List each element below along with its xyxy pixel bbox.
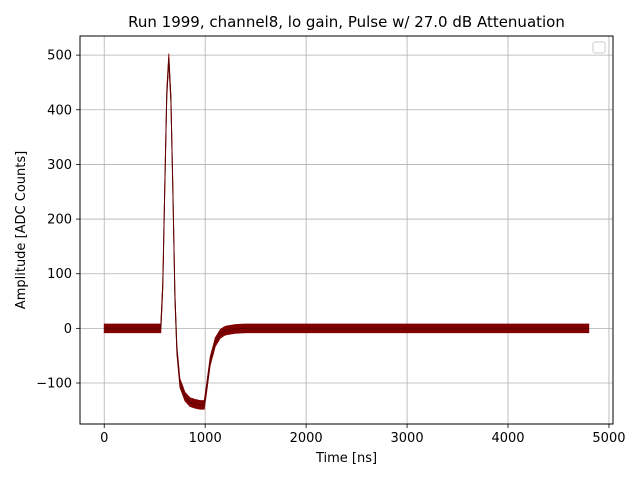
y-tick-label: 100 — [47, 267, 72, 282]
ticks: 0 1000 2000 3000 4000 5000 −100 0 100 200 300 400 50… — [36, 49, 625, 446]
x-tick-label: 3000 — [391, 431, 424, 446]
y-tick-label: 400 — [47, 103, 72, 118]
series-band-0 — [103, 53, 590, 410]
y-tick-label: −100 — [36, 377, 72, 392]
x-axis-label: Time [ns] — [315, 451, 377, 466]
x-tick-label: 2000 — [290, 431, 323, 446]
y-tick-label: 500 — [47, 49, 72, 64]
plot-frame — [79, 35, 614, 425]
grid — [80, 36, 613, 424]
x-tick-label: 1000 — [189, 431, 222, 446]
chart-title: Run 1999, channel8, lo gain, Pulse w/ 27… — [128, 13, 565, 31]
x-tick-label: 5000 — [592, 431, 625, 446]
x-tick-label: 0 — [100, 431, 108, 446]
y-axis-label: Amplitude [ADC Counts] — [14, 151, 29, 309]
x-tick-label: 4000 — [491, 431, 524, 446]
legend-box — [592, 41, 606, 54]
y-tick-label: 300 — [47, 158, 72, 173]
y-tick-label: 0 — [64, 322, 72, 337]
series-layer — [103, 53, 590, 410]
y-tick-label: 200 — [47, 213, 72, 228]
series-line-0 — [104, 57, 589, 406]
